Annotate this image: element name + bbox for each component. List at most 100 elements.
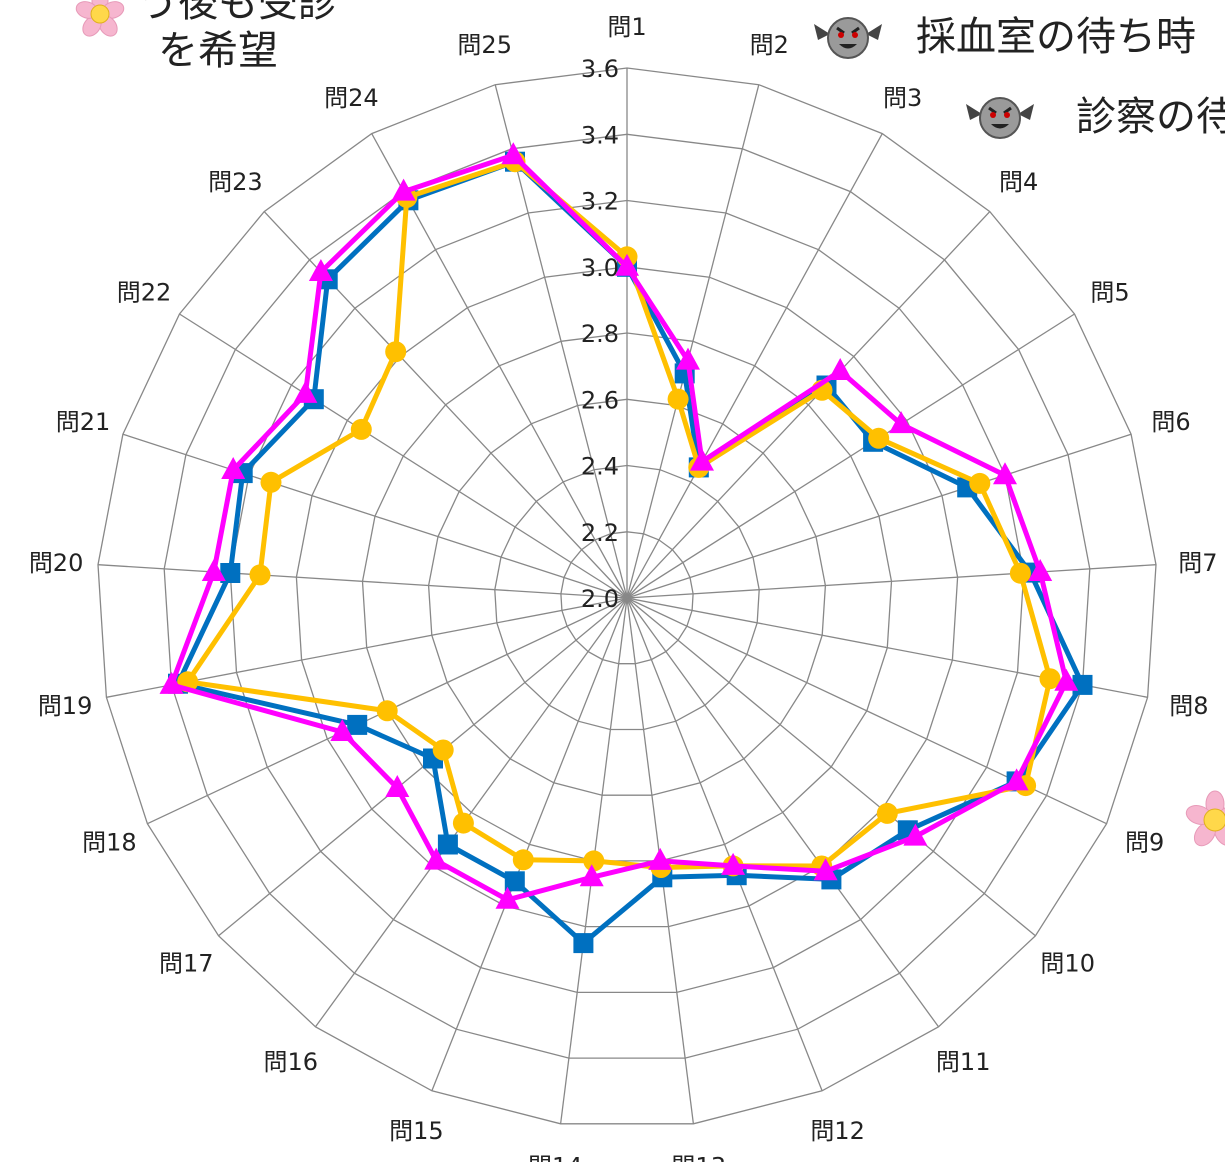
series-line <box>185 159 1053 870</box>
category-label: 問25 <box>457 31 512 59</box>
tick-label: 2.8 <box>581 320 619 348</box>
data-point <box>828 358 853 380</box>
category-labels: 問1 問2 問3 問4 問5 問6 問7 問8 問9 問10 問11 問12 問13 問14 問15 問16 問… <box>29 13 1218 1162</box>
data-point <box>868 427 890 449</box>
data-point <box>159 671 184 694</box>
data-point <box>432 739 454 761</box>
series-3 <box>159 142 1079 909</box>
data-point <box>993 462 1017 485</box>
category-label: 問19 <box>38 692 93 720</box>
category-label: 問21 <box>56 408 111 436</box>
flower-icon <box>75 0 125 37</box>
category-label: 問23 <box>208 168 263 196</box>
radial-tick-labels: 2.0 2.2 2.4 2.6 2.8 3.0 3.2 3.4 3.6 <box>581 55 619 613</box>
data-point <box>1039 668 1061 690</box>
data-point <box>385 341 407 363</box>
category-label: 問2 <box>750 31 789 59</box>
category-label: 問15 <box>389 1117 444 1145</box>
grid-spoke <box>179 313 628 599</box>
data-point <box>308 259 333 281</box>
data-point <box>676 347 700 370</box>
tick-label: 2.2 <box>581 519 619 547</box>
data-point <box>813 858 838 881</box>
grid-spoke <box>431 597 628 1092</box>
series-2 <box>177 151 1061 878</box>
category-label: 問11 <box>936 1048 991 1076</box>
grid-spoke <box>626 597 1036 937</box>
series-layer <box>159 142 1093 954</box>
grid-spoke <box>626 313 1075 599</box>
grid-ring <box>361 332 893 862</box>
annotation-top-right-2: 診察の待 <box>1076 94 1225 140</box>
grid-spoke <box>97 564 628 599</box>
grid-spoke <box>626 133 883 599</box>
data-point <box>501 142 526 165</box>
category-label: 問20 <box>29 549 84 577</box>
tick-label: 3.6 <box>581 55 619 83</box>
grid-ring <box>229 199 1025 994</box>
tick-label: 3.2 <box>581 188 619 216</box>
category-label: 問24 <box>324 84 379 112</box>
data-point <box>347 714 368 735</box>
tick-label: 2.6 <box>581 386 619 414</box>
category-label: 問10 <box>1040 950 1095 978</box>
series-line <box>175 159 1085 946</box>
category-label: 問1 <box>607 13 646 41</box>
data-point <box>721 852 746 875</box>
grid-spoke <box>626 211 991 599</box>
data-point <box>1028 559 1053 581</box>
data-point <box>220 563 241 583</box>
category-label: 問5 <box>1090 279 1129 307</box>
data-point <box>579 864 604 887</box>
category-label: 問8 <box>1169 692 1208 720</box>
data-point <box>667 388 689 410</box>
category-label: 問4 <box>999 168 1038 196</box>
category-label: 問16 <box>264 1048 319 1076</box>
grid-ring <box>427 398 827 796</box>
flower-icon <box>1185 790 1225 847</box>
category-label: 問6 <box>1151 408 1190 436</box>
data-point <box>1054 668 1079 691</box>
category-label: 問12 <box>810 1117 865 1145</box>
category-label: 問13 <box>671 1153 726 1162</box>
grid-spoke <box>371 133 628 599</box>
category-label: 問17 <box>159 950 214 978</box>
grid-ring <box>494 464 760 731</box>
data-point <box>1072 674 1093 695</box>
grid-ring <box>560 531 694 665</box>
data-point <box>495 886 520 909</box>
radar-grid <box>97 67 1157 1125</box>
tick-label: 3.0 <box>581 254 619 282</box>
series-line <box>169 152 1069 903</box>
annotation-top-right-1: 採血室の待ち時 <box>916 14 1196 60</box>
category-label: 問3 <box>883 84 922 112</box>
grid-spoke <box>626 564 1157 599</box>
grid-ring <box>97 67 1157 1125</box>
data-point <box>1004 768 1029 791</box>
grid-spoke <box>626 597 823 1092</box>
annotation-top-left-line1: う後も受診 <box>138 0 338 26</box>
category-label: 問7 <box>1178 549 1217 577</box>
data-point <box>1009 562 1031 584</box>
category-label: 問14 <box>528 1153 583 1162</box>
data-point <box>221 457 246 479</box>
data-point <box>889 411 914 434</box>
data-point <box>260 471 282 493</box>
annotation-top-left-line2: を希望 <box>158 28 278 74</box>
grid-ring <box>163 133 1091 1059</box>
category-label: 問18 <box>82 829 137 857</box>
data-point <box>969 472 991 494</box>
data-point <box>648 847 673 870</box>
grid-spoke <box>218 597 628 937</box>
data-point <box>615 253 639 276</box>
category-label: 問22 <box>117 279 172 307</box>
data-point <box>424 847 449 870</box>
data-point <box>330 719 355 741</box>
grid-spoke <box>122 433 628 599</box>
data-point <box>385 775 410 797</box>
category-label: 問9 <box>1125 829 1164 857</box>
grid-spoke <box>626 433 1132 599</box>
grid-spoke <box>626 84 760 599</box>
devil-icon <box>966 97 1034 139</box>
